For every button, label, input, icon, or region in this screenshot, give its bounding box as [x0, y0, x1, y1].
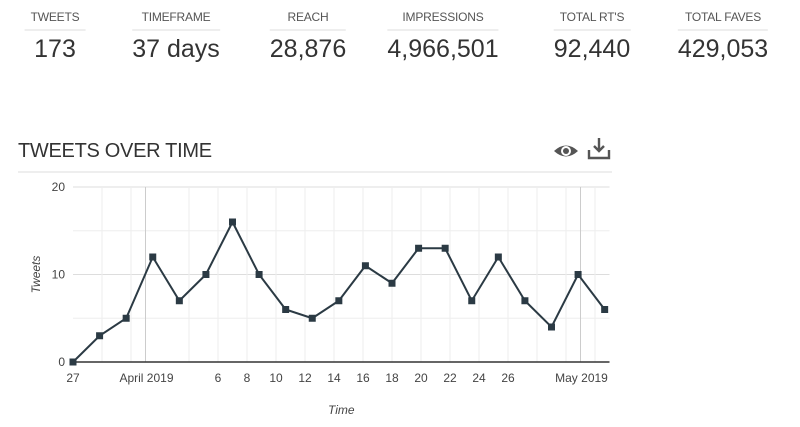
stat-label: TOTAL FAVES — [677, 10, 769, 31]
stat-value: 28,876 — [269, 35, 347, 63]
x-tick-label: 24 — [472, 371, 486, 385]
x-axis-label: Time — [328, 403, 355, 417]
data-point — [361, 262, 369, 270]
eye-icon[interactable] — [553, 140, 579, 167]
y-axis-label: Tweets — [29, 256, 43, 294]
stat-label: TOTAL RT'S — [553, 10, 631, 31]
data-point — [335, 297, 343, 305]
x-tick-label: 14 — [327, 371, 341, 385]
y-tick-label: 20 — [52, 180, 66, 194]
x-tick-label: 16 — [356, 371, 370, 385]
x-tick-label: 12 — [298, 371, 312, 385]
data-point — [255, 271, 263, 278]
download-icon[interactable] — [587, 136, 611, 165]
stat-value: 92,440 — [553, 35, 631, 63]
stat-value: 429,053 — [677, 35, 769, 63]
x-tick-label: 6 — [215, 371, 222, 385]
stat-impressions: IMPRESSIONS 4,966,501 — [387, 10, 499, 64]
data-point — [521, 297, 529, 305]
data-point — [441, 244, 449, 252]
data-point — [548, 323, 555, 331]
stat-reach: REACH 28,876 — [269, 10, 347, 64]
x-tick-label: 20 — [414, 371, 428, 385]
stat-label: IMPRESSIONS — [387, 10, 499, 31]
data-point — [468, 297, 476, 305]
y-tick-label: 0 — [58, 355, 65, 369]
data-point — [149, 253, 157, 261]
stat-total-rt-s: TOTAL RT'S 92,440 — [553, 10, 631, 64]
data-point — [175, 297, 183, 305]
data-point — [494, 253, 502, 261]
data-point — [122, 314, 130, 322]
x-tick-label: April 2019 — [119, 371, 173, 385]
stat-value: 173 — [34, 35, 76, 63]
data-point — [308, 314, 316, 322]
stat-tweets: TWEETS 173 — [24, 10, 86, 64]
x-tick-label: 8 — [244, 371, 251, 385]
x-tick-label: 18 — [385, 371, 399, 385]
data-point — [282, 306, 290, 313]
y-tick-label: 10 — [52, 268, 66, 282]
stat-value: 4,966,501 — [387, 35, 499, 63]
x-tick-label: May 2019 — [555, 371, 608, 385]
data-point — [96, 332, 104, 340]
data-point — [69, 358, 77, 366]
data-point — [202, 271, 210, 278]
section-title: TWEETS OVER TIME — [18, 140, 212, 162]
x-tick-label: 10 — [269, 371, 283, 385]
stat-label: TWEETS — [24, 10, 86, 31]
x-tick-label: 26 — [501, 371, 515, 385]
x-tick-label: 27 — [66, 371, 80, 385]
stat-total-faves: TOTAL FAVES 429,053 — [677, 10, 769, 64]
stat-timeframe: TIMEFRAME 37 days — [132, 10, 220, 64]
stat-value: 37 days — [132, 35, 220, 63]
data-point — [415, 244, 423, 252]
data-point — [388, 279, 396, 287]
stat-label: REACH — [269, 10, 347, 31]
stat-label: TIMEFRAME — [132, 10, 220, 31]
data-point — [601, 306, 609, 313]
data-point — [574, 271, 582, 278]
data-point — [229, 218, 236, 226]
x-tick-label: 22 — [443, 371, 457, 385]
series-line — [72, 219, 606, 363]
